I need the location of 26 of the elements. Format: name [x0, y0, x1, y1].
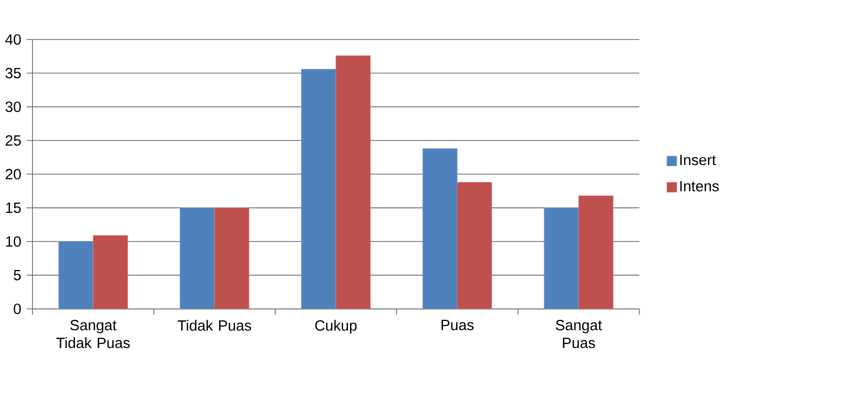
bar — [92, 235, 128, 310]
bar — [457, 182, 492, 310]
y-tick-label: 0 — [14, 304, 21, 314]
y-tick-label: 25 — [6, 135, 21, 146]
bar — [336, 56, 371, 310]
bar — [544, 208, 579, 310]
y-tick-label: 15 — [6, 202, 21, 214]
y-tick-label: 40 — [5, 34, 21, 45]
x-tick-label: Puas — [442, 320, 474, 330]
bar — [578, 196, 614, 310]
y-tick-label: 35 — [6, 68, 21, 79]
y-tick-label: 30 — [6, 102, 21, 112]
x-tick-label: Sangat Puas — [556, 320, 602, 348]
bar — [58, 241, 94, 310]
x-tick-label: Tidak Puas — [178, 320, 252, 331]
bar — [214, 208, 250, 310]
bar — [180, 208, 215, 310]
y-tick-label: 10 — [6, 236, 21, 247]
bar — [422, 148, 458, 310]
x-tick-label: Sangat Tidak Puas — [56, 320, 130, 348]
x-tick-label: Cukup — [315, 320, 357, 334]
y-tick-label: 20 — [6, 169, 21, 180]
legend-label: Intens — [680, 181, 719, 192]
y-tick-label: 5 — [14, 270, 21, 281]
legend-label: Insert — [680, 155, 716, 166]
bar — [301, 69, 336, 310]
